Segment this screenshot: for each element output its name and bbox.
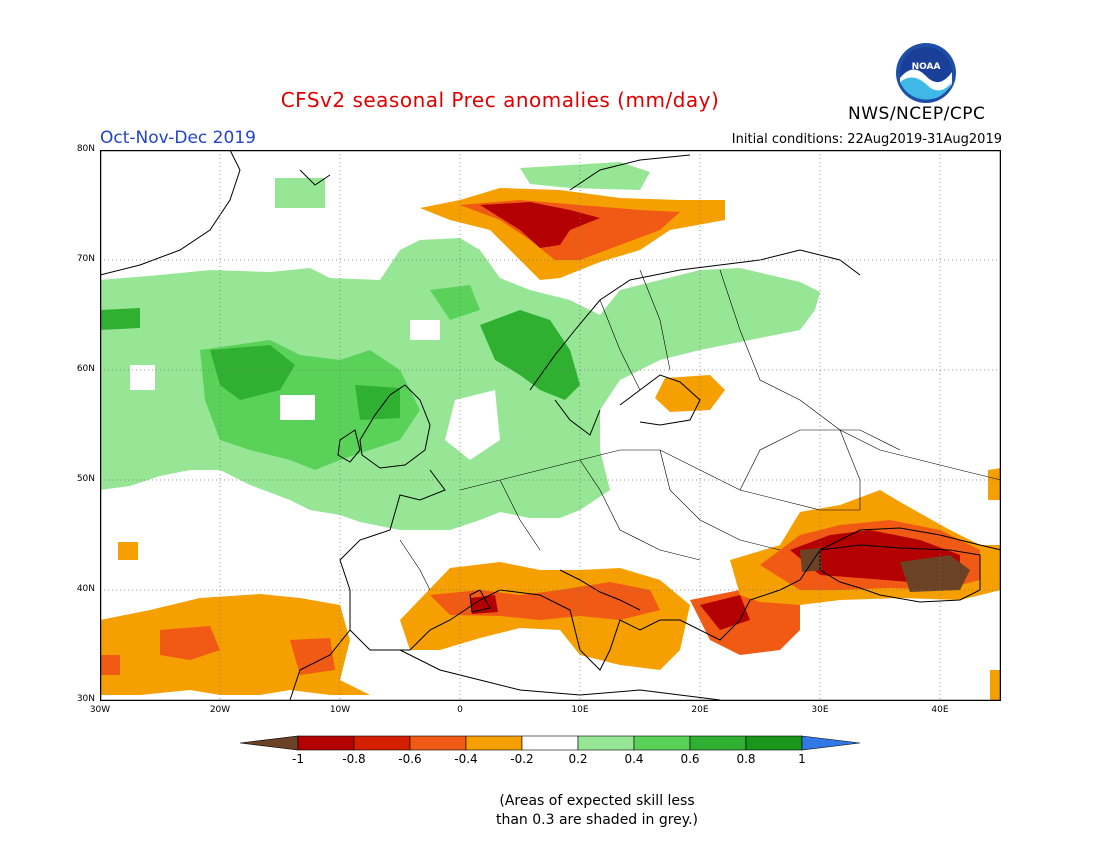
wet-anomalies — [100, 162, 820, 530]
colorbar-high-arrow — [801, 735, 861, 751]
colorbar-low-arrow — [240, 735, 299, 751]
map-title: CFSv2 seasonal Prec anomalies (mm/day) — [280, 88, 720, 112]
lon-label-40e: 40E — [931, 705, 949, 715]
lon-label-20w: 20W — [209, 705, 231, 715]
lon-label-10w: 10W — [329, 705, 351, 715]
colorbar-bin-5 — [521, 735, 579, 751]
north-sea-wet — [430, 285, 480, 320]
colorbar-bin-1 — [297, 735, 355, 751]
norway-wet-core — [480, 310, 580, 400]
colorbar-label-04: 0.4 — [624, 752, 644, 766]
lon-label-30e: 30E — [811, 705, 829, 715]
skill-note: (Areas of expected skill less than 0.3 a… — [0, 792, 1100, 830]
colorbar-bin-8 — [689, 735, 747, 751]
svalbard-wet — [520, 162, 650, 190]
colorbar-label-n02: -0.2 — [510, 752, 534, 766]
aegean-dry-core — [700, 595, 750, 630]
colorbar-bin-2 — [353, 735, 411, 751]
lat-label-50n: 50N — [76, 474, 95, 484]
colorbar-label-1: 1 — [798, 752, 806, 766]
agency-label: NWS/NCEP/CPC — [848, 104, 986, 124]
greenland-sea-wet — [275, 178, 325, 208]
colorbar-label-n1: -1 — [292, 752, 304, 766]
skill-note-line-1: (Areas of expected skill less — [499, 793, 695, 809]
colorbar-bin-9 — [745, 735, 803, 751]
noaa-logo-text: NOAA — [912, 62, 941, 72]
dry-anomalies — [100, 188, 1001, 700]
atlantic-wet-core — [100, 308, 400, 420]
colorbar-label-n08: -0.8 — [342, 752, 366, 766]
iberia-dry-core — [100, 626, 335, 675]
colorbar-label-06: 0.6 — [680, 752, 700, 766]
baltic-dry — [655, 375, 725, 412]
lon-label-0: 0 — [457, 705, 463, 715]
lat-label-80n: 80N — [76, 144, 95, 154]
lon-label-20e: 20E — [691, 705, 709, 715]
anomaly-map — [100, 150, 1001, 701]
lat-label-40n: 40N — [76, 584, 95, 594]
barents-sea-dry-core — [480, 202, 600, 248]
lat-label-60n: 60N — [76, 364, 95, 374]
lon-label-30w: 30W — [89, 705, 111, 715]
colorbar-label-n04: -0.4 — [454, 752, 478, 766]
colorbar-bin-4 — [465, 735, 523, 751]
caucasus-strong-dry — [800, 548, 970, 592]
colorbar — [240, 735, 861, 751]
forecast-period: Oct-Nov-Dec 2019 — [100, 128, 256, 148]
colorbar-label-n06: -0.6 — [398, 752, 422, 766]
colorbar-label-08: 0.8 — [736, 752, 756, 766]
noaa-logo-icon: NOAA — [896, 43, 956, 103]
lon-label-10e: 10E — [571, 705, 589, 715]
colorbar-label-02: 0.2 — [568, 752, 588, 766]
initial-conditions: Initial conditions: 22Aug2019-31Aug2019 — [731, 132, 1002, 147]
east-dry-patch — [988, 468, 1001, 700]
lat-label-30n: 30N — [76, 694, 95, 704]
atlantic-dry-spot — [118, 542, 138, 560]
colorbar-bin-3 — [409, 735, 467, 751]
sardinia-dry-core — [470, 595, 498, 614]
map-frame — [100, 150, 1001, 701]
colorbar-bin-6 — [577, 735, 635, 751]
wet-gaps — [130, 320, 500, 460]
skill-note-line-2: than 0.3 are shaded in grey.) — [495, 812, 698, 828]
lat-label-70n: 70N — [76, 254, 95, 264]
coastlines — [100, 150, 1001, 701]
colorbar-bin-7 — [633, 735, 691, 751]
